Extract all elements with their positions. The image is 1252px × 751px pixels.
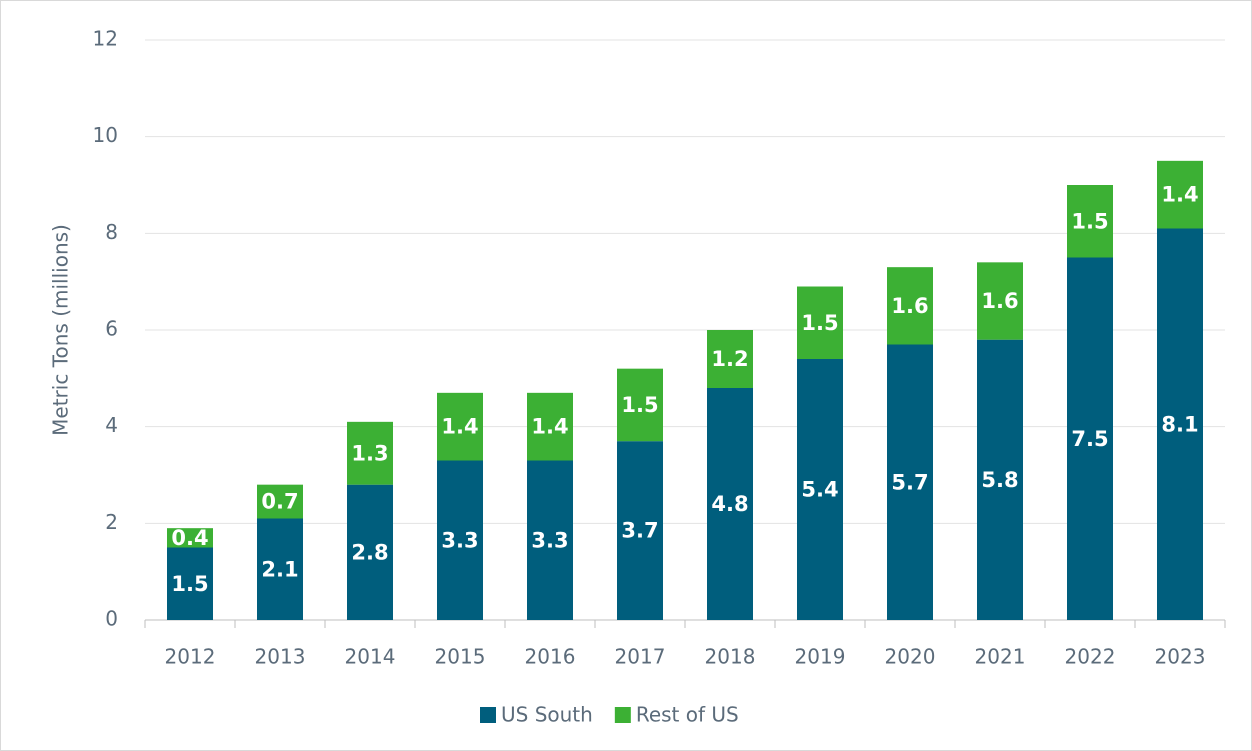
y-tick-label: 12 (93, 27, 118, 51)
legend-label: Rest of US (636, 703, 739, 727)
bar-segment (347, 421, 393, 485)
data-label: 0.4 (171, 526, 208, 550)
bar-segment (887, 267, 933, 345)
data-label: 2.8 (351, 540, 388, 564)
y-tick-label: 2 (105, 510, 118, 534)
y-tick-label: 8 (105, 220, 118, 244)
x-tick-label: 2015 (435, 645, 486, 669)
bar-segment (257, 518, 303, 620)
bar-segment (1157, 160, 1203, 229)
bar-segment (527, 460, 573, 620)
bar-segment (167, 547, 213, 620)
data-label: 1.4 (441, 415, 478, 439)
x-tick-label: 2012 (165, 645, 216, 669)
data-label: 7.5 (1071, 427, 1108, 451)
data-label: 1.4 (1161, 183, 1198, 207)
bar-segment (1067, 257, 1113, 620)
data-label: 1.2 (711, 347, 748, 371)
bar-segment (707, 388, 753, 620)
x-tick-label: 2016 (525, 645, 576, 669)
bar-segment (977, 339, 1023, 620)
y-tick-label: 6 (105, 317, 118, 341)
bar-segment (1157, 228, 1203, 620)
data-label: 1.6 (891, 294, 928, 318)
bar-segment (797, 286, 843, 359)
legend-label: US South (501, 703, 593, 727)
bar-segment (527, 392, 573, 461)
data-label: 5.8 (981, 468, 1018, 492)
y-tick-label: 4 (105, 413, 118, 437)
y-axis-label: Metric Tons (millions) (49, 224, 73, 436)
data-label: 2.1 (261, 557, 298, 581)
bar-segment (1067, 185, 1113, 258)
x-tick-label: 2017 (615, 645, 666, 669)
bar-segment (167, 528, 213, 548)
bar-segment (437, 392, 483, 461)
x-tick-label: 2023 (1155, 645, 1206, 669)
data-label: 1.5 (621, 393, 658, 417)
bar-segment (617, 441, 663, 620)
x-tick-label: 2021 (975, 645, 1026, 669)
bar-segment (617, 368, 663, 442)
x-tick-label: 2014 (345, 645, 396, 669)
y-tick-label: 10 (93, 123, 118, 147)
bar-segment (347, 484, 393, 620)
bar-segment (977, 262, 1023, 340)
data-label: 3.7 (621, 519, 658, 543)
data-label: 0.7 (261, 490, 298, 514)
x-tick-label: 2019 (795, 645, 846, 669)
bar-segment (437, 460, 483, 620)
x-tick-label: 2013 (255, 645, 306, 669)
bar-segment (257, 484, 303, 519)
bar-segment (887, 344, 933, 620)
data-label: 3.3 (441, 528, 478, 552)
data-label: 1.4 (531, 415, 568, 439)
y-tick-label: 0 (105, 607, 118, 631)
data-label: 1.5 (171, 572, 208, 596)
data-label: 1.3 (351, 441, 388, 465)
x-tick-label: 2020 (885, 645, 936, 669)
x-tick-label: 2018 (705, 645, 756, 669)
bar-segment (707, 330, 753, 388)
legend-swatch (614, 707, 631, 723)
data-label: 5.7 (891, 470, 928, 494)
data-label: 1.6 (981, 289, 1018, 313)
x-tick-label: 2022 (1065, 645, 1116, 669)
data-label: 4.8 (711, 492, 748, 516)
data-label: 1.5 (1071, 209, 1108, 233)
data-label: 1.5 (801, 311, 838, 335)
data-label: 3.3 (531, 528, 568, 552)
data-label: 5.4 (801, 478, 838, 502)
data-label: 8.1 (1161, 412, 1198, 436)
bar-segment (797, 359, 843, 620)
legend-swatch (480, 707, 496, 723)
